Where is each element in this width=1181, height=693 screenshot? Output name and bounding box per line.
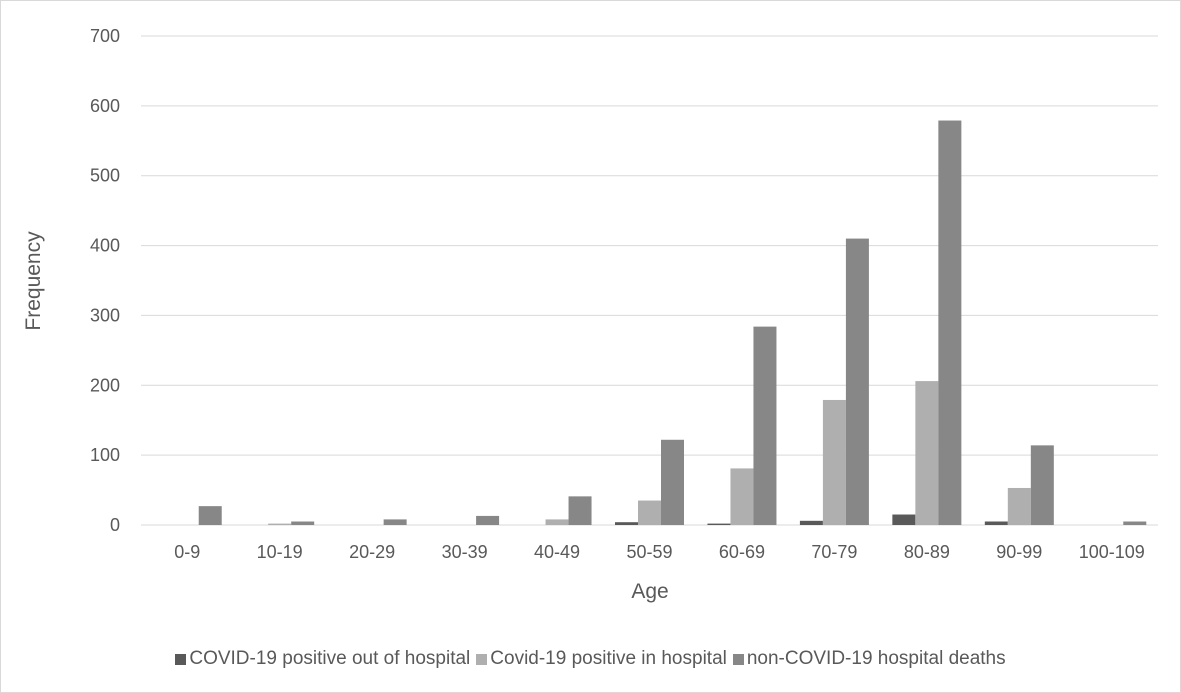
x-tick-label: 0-9 — [174, 542, 200, 562]
legend-item: Covid-19 positive in hospital — [476, 648, 727, 670]
x-tick-label: 50-59 — [626, 542, 672, 562]
legend-label: COVID-19 positive out of hospital — [189, 648, 471, 669]
bar — [1007, 487, 1031, 525]
bar — [198, 506, 222, 525]
x-tick-label: 10-19 — [257, 542, 303, 562]
bar — [545, 519, 569, 525]
legend-label: Covid-19 positive in hospital — [490, 648, 727, 669]
legend-item: COVID-19 positive out of hospital — [175, 648, 470, 670]
y-tick-label: 200 — [90, 375, 120, 395]
bar — [845, 238, 869, 526]
y-tick-label: 700 — [90, 26, 120, 46]
x-tick-label: 70-79 — [811, 542, 857, 562]
bar — [892, 514, 916, 525]
x-tick-label: 40-49 — [534, 542, 580, 562]
legend: COVID-19 positive out of hospital Covid-1… — [0, 648, 1181, 670]
gridlines — [141, 35, 1158, 526]
x-tick-label: 20-29 — [349, 542, 395, 562]
y-axis-title: Frequency — [22, 231, 45, 331]
legend-swatch — [732, 653, 744, 665]
bar — [984, 521, 1008, 525]
bar — [291, 521, 315, 525]
y-tick-label: 400 — [90, 236, 120, 256]
bar — [938, 120, 962, 525]
x-tick-label: 30-39 — [442, 542, 488, 562]
bar — [915, 381, 939, 525]
bar — [730, 468, 754, 525]
legend-swatch — [175, 653, 187, 665]
bar — [707, 523, 731, 525]
bar — [1123, 521, 1147, 525]
y-tick-label: 0 — [110, 515, 120, 535]
bar — [268, 523, 292, 525]
x-tick-label: 90-99 — [996, 542, 1042, 562]
legend-item: non-COVID-19 hospital deaths — [732, 648, 1006, 670]
bar — [383, 519, 407, 525]
bar — [661, 439, 684, 525]
x-tick-label: 60-69 — [719, 542, 765, 562]
x-tick-label: 80-89 — [904, 542, 950, 562]
y-tick-label: 100 — [90, 445, 120, 465]
bar — [615, 522, 638, 525]
bar — [799, 520, 823, 525]
y-tick-label: 600 — [90, 96, 120, 116]
legend-label: non-COVID-19 hospital deaths — [746, 648, 1006, 669]
bars — [198, 120, 1147, 526]
y-axis-ticks: 0 100 200 300 400 500 600 700 — [90, 26, 120, 535]
x-tick-label: 100-109 — [1079, 542, 1145, 562]
bar — [753, 326, 777, 525]
x-axis-ticks: 0-9 10-19 20-29 30-39 40-49 50-59 60-69 70-79 80… — [174, 542, 1145, 562]
x-axis-title: Age — [631, 580, 668, 603]
y-tick-label: 300 — [90, 305, 120, 325]
bar — [476, 515, 500, 525]
bar — [638, 500, 661, 525]
bar — [822, 399, 846, 525]
bar — [568, 496, 592, 525]
bar — [1030, 445, 1054, 525]
legend-swatch — [476, 653, 488, 665]
y-tick-label: 500 — [90, 166, 120, 186]
